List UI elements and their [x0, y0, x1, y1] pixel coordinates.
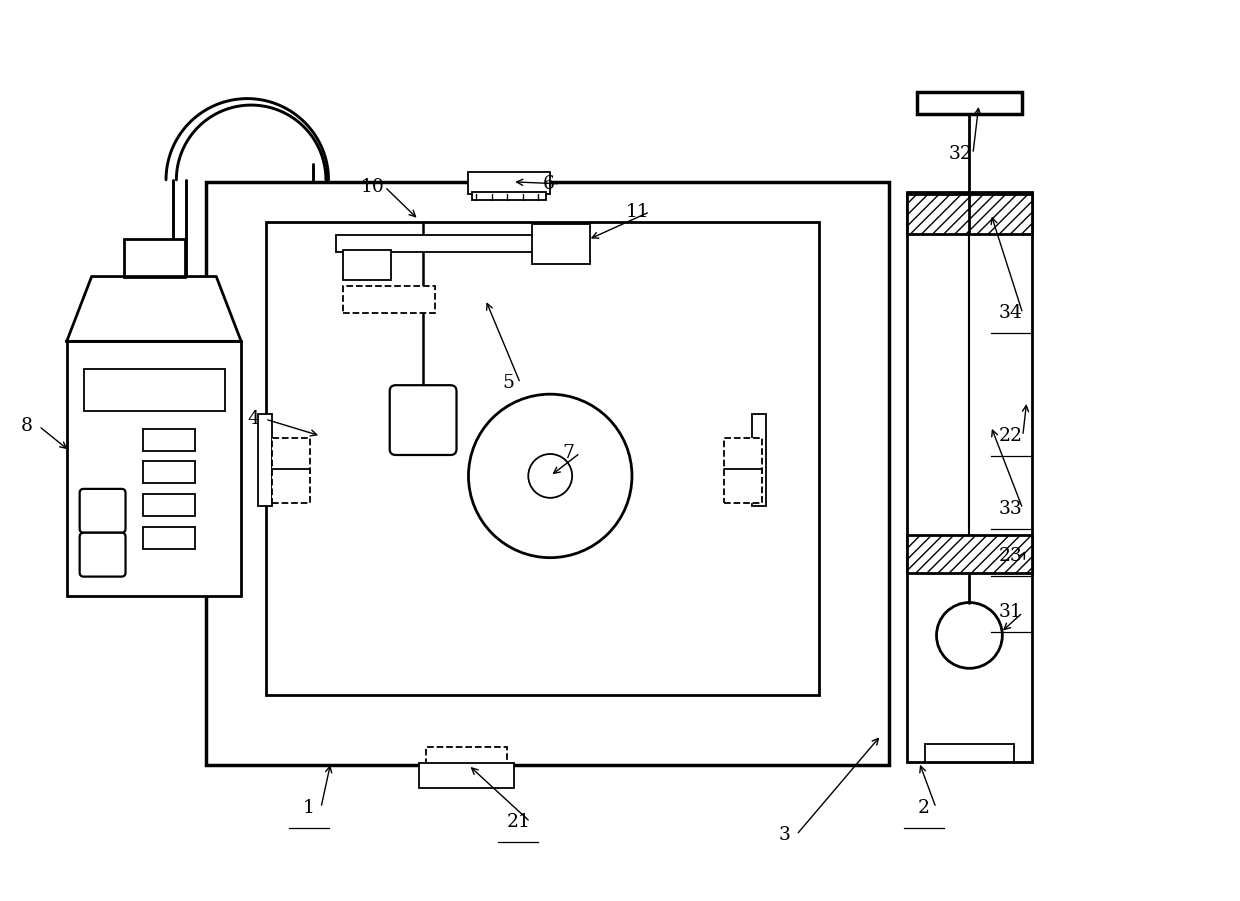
Bar — [336, 234, 580, 251]
Bar — [67, 341, 241, 596]
Bar — [469, 172, 551, 194]
Bar — [258, 414, 272, 505]
Polygon shape — [67, 277, 241, 341]
Bar — [908, 194, 1032, 233]
Text: 21: 21 — [506, 813, 531, 831]
Text: 6: 6 — [542, 175, 554, 193]
Text: 2: 2 — [918, 799, 930, 817]
Bar — [272, 438, 310, 503]
Text: 34: 34 — [999, 305, 1023, 323]
Bar — [144, 429, 196, 451]
Bar — [908, 192, 1032, 762]
Bar — [925, 744, 1014, 762]
Bar — [908, 534, 1032, 573]
Text: 22: 22 — [998, 427, 1023, 445]
Bar — [342, 286, 434, 314]
Text: 32: 32 — [949, 145, 973, 163]
Bar — [472, 192, 547, 200]
Text: 10: 10 — [361, 177, 384, 196]
FancyBboxPatch shape — [79, 532, 125, 577]
FancyBboxPatch shape — [389, 386, 456, 455]
Text: 4: 4 — [247, 410, 259, 428]
Bar — [144, 461, 196, 483]
Bar — [342, 250, 391, 279]
FancyBboxPatch shape — [79, 489, 125, 532]
Text: 1: 1 — [303, 799, 315, 817]
Bar — [724, 438, 761, 503]
Bar — [206, 182, 889, 765]
Bar — [144, 527, 196, 549]
Text: 33: 33 — [999, 500, 1023, 518]
Text: 5: 5 — [502, 374, 515, 392]
Bar — [144, 494, 196, 515]
Bar — [918, 92, 1022, 114]
Bar — [267, 222, 820, 696]
Text: 31: 31 — [999, 604, 1023, 622]
Text: 3: 3 — [779, 826, 790, 844]
Bar — [419, 763, 515, 788]
Text: 23: 23 — [999, 547, 1023, 565]
Bar — [751, 414, 765, 505]
Bar — [83, 369, 226, 411]
Text: 7: 7 — [562, 444, 574, 462]
Bar — [532, 223, 590, 264]
Bar — [425, 747, 507, 765]
Text: 11: 11 — [626, 203, 650, 221]
Bar — [124, 239, 185, 277]
Text: 8: 8 — [21, 417, 32, 435]
